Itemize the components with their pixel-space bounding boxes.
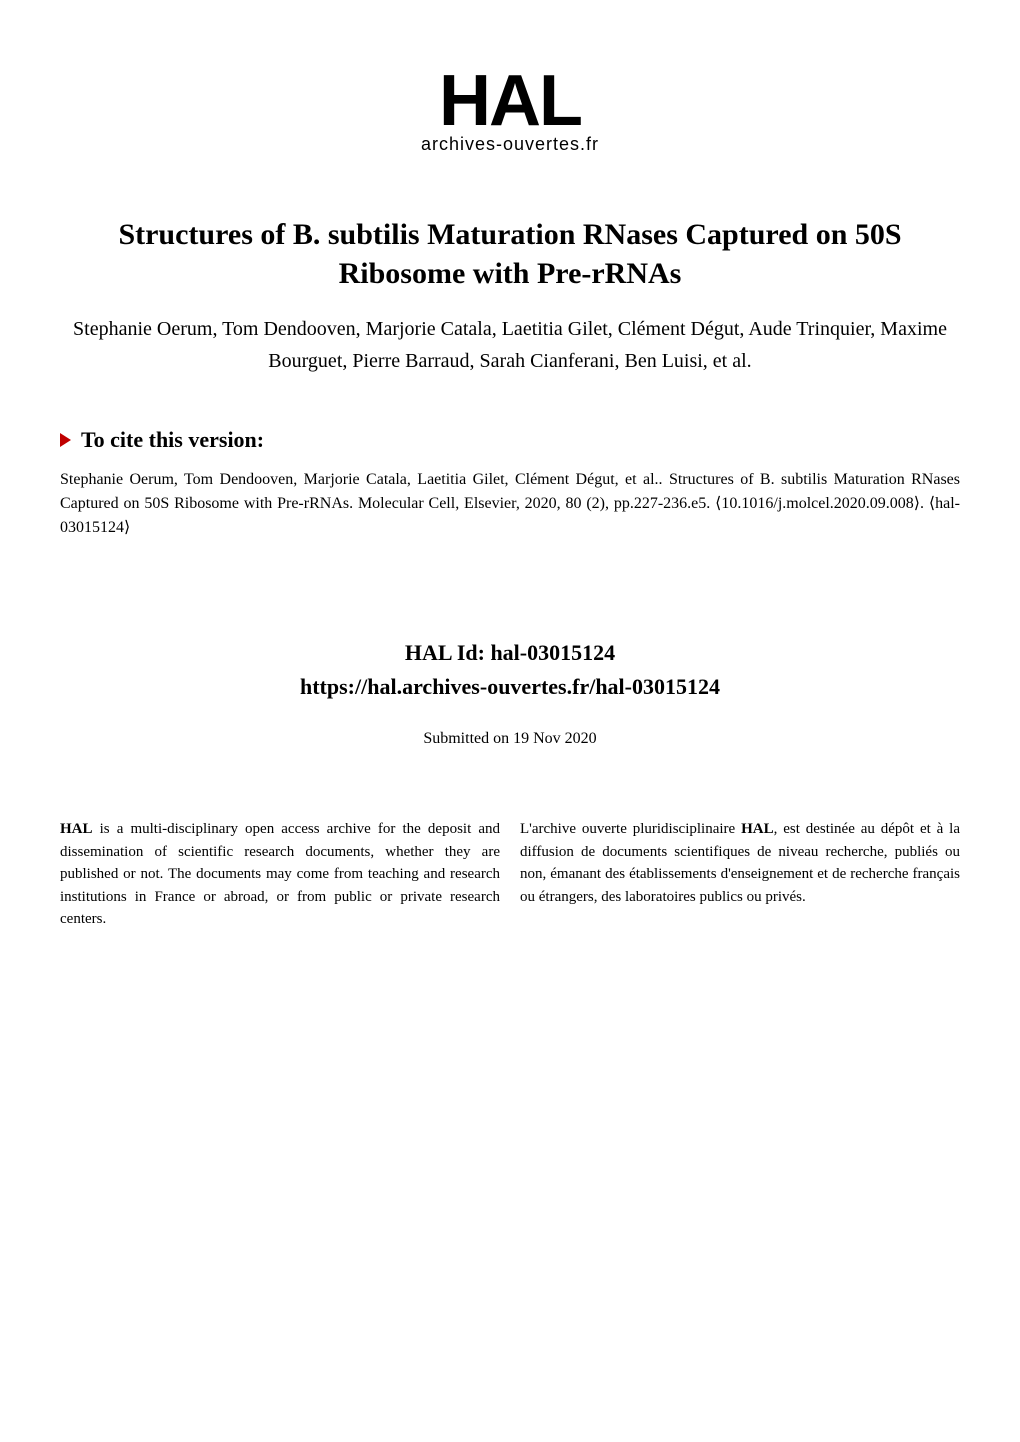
authors-list: Stephanie Oerum, Tom Dendooven, Marjorie… bbox=[60, 313, 960, 377]
hal-url: https://hal.archives-ouvertes.fr/hal-030… bbox=[60, 674, 960, 700]
hal-logo: HAL archives-ouvertes.fr bbox=[421, 60, 599, 155]
hal-logo-section: HAL archives-ouvertes.fr bbox=[60, 60, 960, 155]
description-left-text: is a multi-disciplinary open access arch… bbox=[60, 821, 500, 927]
description-columns: HAL is a multi-disciplinary open access … bbox=[60, 818, 960, 931]
triangle-icon bbox=[60, 433, 71, 447]
cite-header: To cite this version: bbox=[60, 427, 960, 453]
submitted-date: Submitted on 19 Nov 2020 bbox=[60, 730, 960, 748]
hal-id-label: HAL Id: hal-03015124 bbox=[60, 640, 960, 666]
description-right: L'archive ouverte pluridisciplinaire HAL… bbox=[520, 818, 960, 931]
description-left-bold: HAL bbox=[60, 821, 93, 837]
paper-title: Structures of B. subtilis Maturation RNa… bbox=[60, 215, 960, 293]
hal-id-section: HAL Id: hal-03015124 https://hal.archive… bbox=[60, 640, 960, 700]
hal-logo-subtitle: archives-ouvertes.fr bbox=[421, 134, 599, 155]
description-right-prefix: L'archive ouverte pluridisciplinaire bbox=[520, 821, 741, 837]
description-right-bold: HAL bbox=[741, 821, 774, 837]
hal-logo-text: HAL bbox=[421, 60, 599, 142]
cite-header-text: To cite this version: bbox=[81, 427, 264, 453]
citation-text: Stephanie Oerum, Tom Dendooven, Marjorie… bbox=[60, 468, 960, 540]
description-left: HAL is a multi-disciplinary open access … bbox=[60, 818, 500, 931]
cite-section: To cite this version: Stephanie Oerum, T… bbox=[60, 427, 960, 540]
